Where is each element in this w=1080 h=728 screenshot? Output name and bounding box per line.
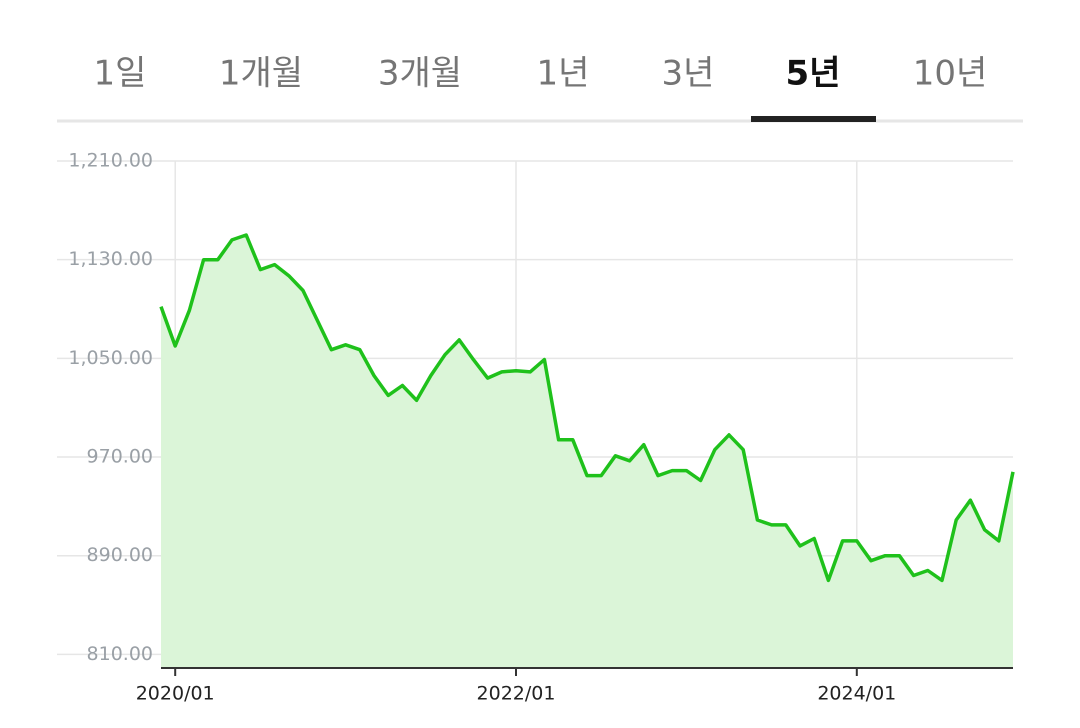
line — [159, 233, 1015, 583]
y-tick-label: 970.00 — [87, 446, 153, 468]
y-tick-label: 1,050.00 — [68, 347, 153, 369]
tab[interactable]: 3년 — [662, 54, 715, 94]
tab[interactable]: 10년 — [913, 54, 988, 94]
y-tick-label: 810.00 — [87, 643, 153, 665]
y-tick-label: 1,130.00 — [68, 248, 153, 270]
area — [161, 235, 1013, 668]
tab[interactable]: 1년 — [537, 54, 590, 94]
x-tick-label: 2022/01 — [477, 683, 556, 705]
tab[interactable]: 5년 — [786, 54, 841, 94]
tab[interactable]: 1일 — [94, 54, 147, 94]
tab-indicator — [751, 116, 876, 122]
y-tick-label: 1,210.00 — [68, 150, 153, 172]
tab[interactable]: 3개월 — [378, 54, 462, 94]
x-tick-label: 2020/01 — [136, 683, 215, 705]
tab[interactable]: 1개월 — [219, 54, 303, 94]
y-tick-label: 890.00 — [87, 544, 153, 566]
x-tick-label: 2024/01 — [817, 683, 896, 705]
